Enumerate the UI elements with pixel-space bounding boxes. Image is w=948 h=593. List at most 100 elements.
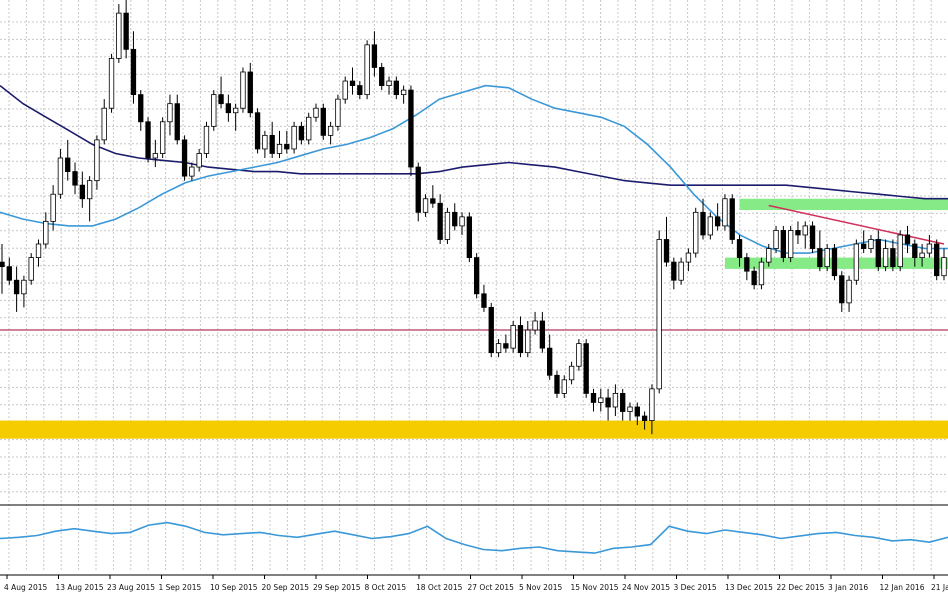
oscillator-panel	[0, 521, 948, 554]
candle	[65, 139, 71, 181]
candle-body	[525, 329, 531, 354]
candle	[408, 85, 414, 177]
candle-body	[218, 94, 224, 105]
candle-body	[379, 67, 385, 86]
x-tick-label: 13 Aug 2015	[56, 583, 104, 592]
candle-body	[517, 325, 524, 354]
candle-body	[291, 125, 297, 150]
candle	[612, 384, 619, 417]
candle	[685, 248, 692, 272]
candle	[174, 94, 180, 145]
candle	[181, 135, 188, 181]
ma-slow-line	[0, 84, 948, 200]
candle-body	[729, 198, 735, 240]
candle-body	[386, 80, 392, 86]
x-tick-label: 21 Jan	[931, 583, 948, 592]
candle-body	[262, 134, 268, 150]
candle-body	[634, 406, 640, 417]
candle-body	[422, 198, 429, 213]
candle-body	[233, 107, 239, 114]
candle-body	[473, 257, 480, 295]
candle	[539, 311, 546, 353]
candle	[671, 257, 677, 290]
candle-body	[685, 252, 692, 263]
candle	[568, 361, 575, 385]
candle-body	[437, 202, 443, 240]
candle-body	[452, 211, 458, 227]
candle-body	[656, 239, 662, 390]
candle	[641, 411, 648, 430]
candle	[495, 339, 502, 358]
candle	[459, 212, 465, 235]
candle-body	[897, 234, 903, 268]
x-tick-label: 23 Aug 2015	[107, 583, 155, 592]
candle-body	[298, 125, 305, 141]
candle-body	[868, 239, 874, 249]
candle	[138, 90, 144, 131]
candle-body	[744, 257, 750, 272]
candle	[473, 253, 480, 299]
candle-body	[495, 343, 502, 354]
candle	[576, 339, 582, 371]
candle	[50, 185, 56, 231]
candle-body	[488, 306, 494, 354]
candle-body	[364, 44, 370, 96]
candle-body	[371, 44, 378, 68]
candle-body	[225, 103, 232, 114]
candle-body	[904, 234, 911, 245]
candle	[306, 112, 312, 145]
candle	[291, 121, 297, 154]
candle	[342, 76, 348, 104]
candle-body	[590, 393, 597, 403]
candle-body	[926, 243, 933, 254]
candle	[714, 203, 721, 231]
candle-body	[663, 239, 670, 263]
green-zone-upper	[739, 198, 948, 211]
candle-body	[817, 248, 823, 268]
candle	[189, 162, 195, 181]
candle-body	[802, 225, 808, 236]
candle-body	[50, 193, 56, 222]
candle-body	[94, 139, 100, 182]
candle-body	[620, 393, 626, 412]
candle-body	[714, 216, 721, 227]
x-tick-label: 10 Sep 2015	[210, 583, 258, 592]
candle-body	[254, 112, 261, 150]
candle	[481, 284, 487, 312]
x-tick-label: 20 Sep 2015	[262, 583, 310, 592]
candle	[371, 31, 378, 77]
candle	[35, 239, 42, 267]
candle-body	[86, 180, 93, 200]
candle-body	[159, 121, 166, 154]
candle-body	[532, 320, 538, 331]
candle	[839, 271, 845, 312]
candle	[620, 388, 626, 421]
candle	[941, 248, 947, 281]
candle	[934, 239, 940, 281]
candle	[503, 334, 509, 353]
candle	[145, 117, 151, 163]
candle-body	[276, 144, 283, 154]
candle	[875, 230, 881, 272]
candle	[831, 244, 838, 281]
candle	[386, 76, 392, 95]
candle-body	[649, 388, 655, 421]
candle	[861, 230, 867, 254]
candle-body	[196, 153, 202, 168]
candle	[393, 76, 399, 100]
candle	[167, 94, 173, 136]
candle-body	[882, 248, 889, 268]
candle	[561, 375, 567, 398]
candle-body	[189, 166, 195, 177]
candle	[700, 198, 706, 240]
candle-body	[313, 107, 319, 118]
candle	[13, 266, 20, 312]
candle	[729, 194, 735, 245]
candle-body	[138, 94, 144, 123]
candle-body	[853, 243, 860, 281]
candle-body	[773, 230, 779, 249]
candle	[510, 320, 516, 353]
candle-body	[145, 121, 151, 159]
candle-body	[678, 261, 684, 281]
x-tick-label: 24 Nov 2015	[622, 583, 670, 592]
